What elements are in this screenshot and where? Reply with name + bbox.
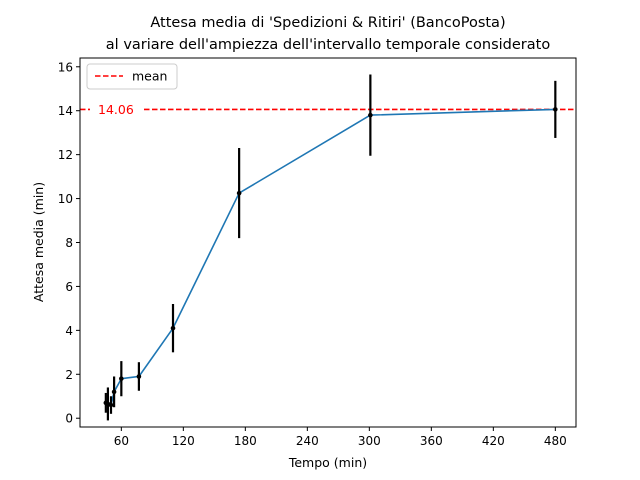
data-point <box>170 325 176 331</box>
mean-label: 14.06 <box>98 102 134 117</box>
x-tick-label: 420 <box>482 434 505 448</box>
legend: mean <box>86 63 178 90</box>
data-point <box>111 389 117 395</box>
chart-title-line-1: Attesa media di 'Spedizioni & Ritiri' (B… <box>150 15 505 31</box>
y-tick-label: 8 <box>65 236 73 250</box>
data-point <box>236 190 242 196</box>
y-tick-label: 12 <box>58 148 73 162</box>
data-point <box>108 402 114 408</box>
x-tick-label: 240 <box>296 434 319 448</box>
data-point <box>368 112 373 118</box>
y-tick-label: 4 <box>65 324 73 338</box>
y-tick-label: 0 <box>65 412 73 426</box>
mean-label-background <box>90 100 144 118</box>
y-tick-label: 10 <box>58 192 73 206</box>
plot-area: 60 120 180 240 300 360 420 480 0 2 4 6 8 10 12 14 16 14.0… <box>58 60 576 448</box>
y-tick-label: 14 <box>58 104 73 118</box>
y-tick-label: 2 <box>65 368 73 382</box>
legend-mean-label: mean <box>132 69 167 84</box>
y-axis-label: Attesa media (min) <box>31 182 46 302</box>
chart-title-line-2: al variare dell'ampiezza dell'intervallo… <box>106 37 551 53</box>
data-point <box>119 376 124 381</box>
data-point <box>136 374 142 379</box>
y-tick-label: 6 <box>65 280 73 294</box>
x-tick-label: 480 <box>544 434 567 448</box>
data-point <box>553 107 558 112</box>
x-tick-label: 300 <box>358 434 381 448</box>
x-tick-label: 120 <box>172 434 195 448</box>
series-line <box>105 108 556 406</box>
x-axis-label: Tempo (min) <box>288 455 367 470</box>
x-tick-label: 60 <box>114 434 129 448</box>
legend-box <box>86 63 178 90</box>
x-tick-label: 180 <box>234 434 257 448</box>
y-tick-label: 16 <box>58 60 73 74</box>
axes-frame <box>79 57 577 428</box>
x-tick-label: 360 <box>420 434 443 448</box>
